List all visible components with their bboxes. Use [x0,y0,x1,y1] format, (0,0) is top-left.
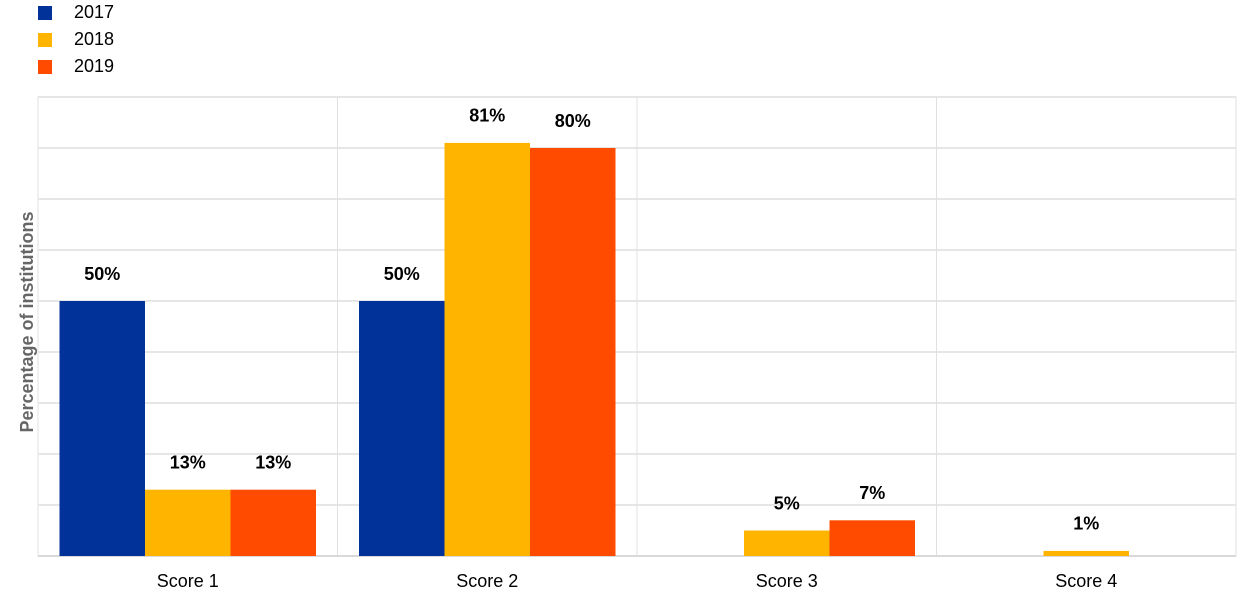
y-axis-label: Percentage of institutions [17,211,37,432]
value-label: 50% [384,264,420,284]
legend-swatch [38,60,52,74]
value-label: 81% [469,106,505,126]
value-label: 1% [1073,514,1099,534]
legend-label: 2019 [74,56,114,76]
bar [1043,550,1129,556]
value-label: 80% [555,111,591,131]
x-tick-label: Score 4 [1055,571,1117,591]
value-label: 7% [859,483,885,503]
bar [145,489,231,556]
bar [59,301,145,556]
legend-label: 2017 [74,2,114,22]
bar [444,142,530,556]
x-tick-label: Score 1 [157,571,219,591]
x-tick-label: Score 2 [456,571,518,591]
bar [744,530,830,556]
value-label: 13% [170,452,206,472]
x-tick-label: Score 3 [756,571,818,591]
bar [530,148,616,556]
legend-swatch [38,6,52,20]
legend-swatch [38,33,52,47]
value-label: 5% [774,493,800,513]
legend-label: 2018 [74,29,114,49]
value-label: 50% [84,264,120,284]
value-label: 13% [255,452,291,472]
bar [230,489,316,556]
bar [829,520,915,556]
bar [359,301,445,556]
